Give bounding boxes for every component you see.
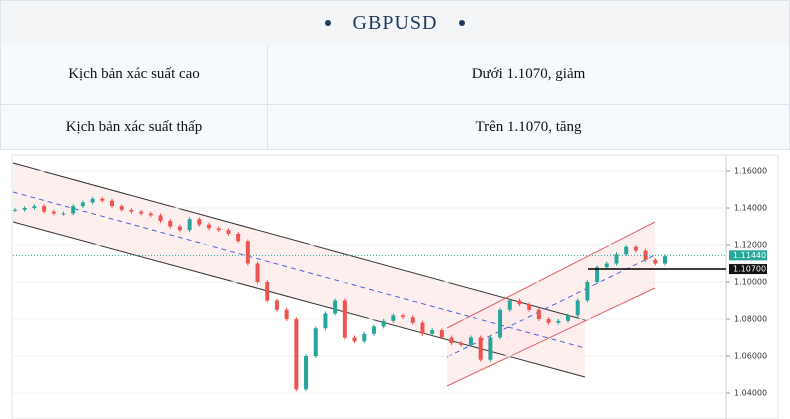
header: GBPUSD [0, 0, 790, 46]
candle [245, 241, 250, 264]
y-tick-label: 1.10000 [734, 278, 767, 287]
candle [110, 200, 115, 207]
candle [663, 256, 667, 264]
candle [653, 259, 658, 264]
y-tick-label: 1.06000 [734, 352, 767, 361]
candle [420, 322, 425, 334]
candle [342, 300, 347, 338]
candle [633, 246, 638, 251]
candle [304, 356, 309, 390]
chart: 1.16000 1.14000 1.12000 1.10000 1.08000 1.060… [11, 154, 779, 419]
candle [313, 328, 318, 356]
candle [595, 267, 600, 282]
candle [517, 300, 522, 305]
candle [255, 263, 260, 282]
candle [158, 215, 163, 221]
candle [614, 254, 619, 264]
candle [556, 320, 561, 323]
bullet [459, 20, 466, 26]
y-tick-label: 1.12000 [734, 241, 767, 250]
candle [294, 319, 299, 390]
candle [284, 309, 289, 319]
candle [527, 304, 532, 310]
candle [468, 337, 473, 345]
candle [32, 206, 37, 208]
candle [207, 224, 212, 229]
bullet [324, 20, 331, 26]
y-tick-label: 1.08000 [734, 315, 767, 324]
candle [51, 211, 56, 214]
candle [90, 198, 95, 203]
candle [265, 282, 270, 301]
candle [80, 202, 85, 207]
candle [575, 300, 580, 316]
candle [352, 337, 357, 342]
channel-fill [13, 163, 585, 377]
price-tag [729, 264, 767, 275]
candle [371, 326, 376, 334]
candle [498, 309, 503, 338]
candle [168, 220, 173, 227]
candle [187, 219, 192, 231]
candle [61, 213, 66, 215]
channel-line [446, 287, 656, 387]
table-row: Kịch bản xác suất cao Dưới 1.1070, giảm [0, 45, 790, 105]
cell: Dưới 1.1070, giảm [471, 66, 586, 82]
candle [139, 211, 144, 214]
channel-line [446, 221, 656, 329]
candle [449, 337, 454, 344]
candle [585, 282, 590, 301]
candle [381, 320, 386, 327]
candle [391, 315, 396, 321]
candle [119, 206, 124, 210]
candle [507, 300, 512, 310]
cell: Kịch bản xác suất thấp [1, 105, 268, 149]
title: GBPUSD [352, 11, 438, 34]
price-label: 1.11440 [733, 251, 766, 260]
channel-fill [447, 222, 655, 386]
candle [333, 300, 338, 314]
candle [643, 250, 648, 260]
candle [216, 228, 221, 231]
candle [410, 317, 415, 323]
y-tick-label: 1.14000 [734, 204, 767, 213]
candle [22, 208, 27, 210]
candle [362, 333, 367, 342]
candle [565, 315, 570, 321]
candle [100, 198, 105, 201]
candle [323, 313, 328, 329]
candle [478, 337, 483, 360]
candle [401, 315, 406, 318]
candle [536, 309, 541, 319]
y-tick-label: 1.16000 [734, 167, 767, 176]
candle [488, 337, 493, 360]
candle [546, 319, 551, 323]
y-tick-label: 1.04000 [734, 389, 767, 398]
candle [197, 219, 202, 225]
candle [459, 343, 464, 345]
cell: Kịch bản xác suất cao [1, 45, 268, 104]
candle [226, 230, 231, 234]
candle [430, 330, 435, 334]
candle [604, 263, 609, 268]
candle [439, 330, 444, 338]
candle [148, 213, 153, 216]
channel-line [12, 162, 586, 321]
candle [236, 233, 241, 242]
candle [274, 300, 279, 310]
price-label: 1.10700 [733, 265, 766, 274]
candle [71, 206, 76, 214]
table-row: Kịch bản xác suất thấp Trên 1.1070, tăng [0, 105, 790, 150]
candle [624, 246, 629, 255]
price-tag [729, 250, 767, 261]
cell: Trên 1.1070, tăng [475, 118, 582, 135]
candle [13, 209, 17, 211]
candle [129, 209, 134, 212]
candle [42, 206, 47, 212]
candle [177, 226, 182, 231]
